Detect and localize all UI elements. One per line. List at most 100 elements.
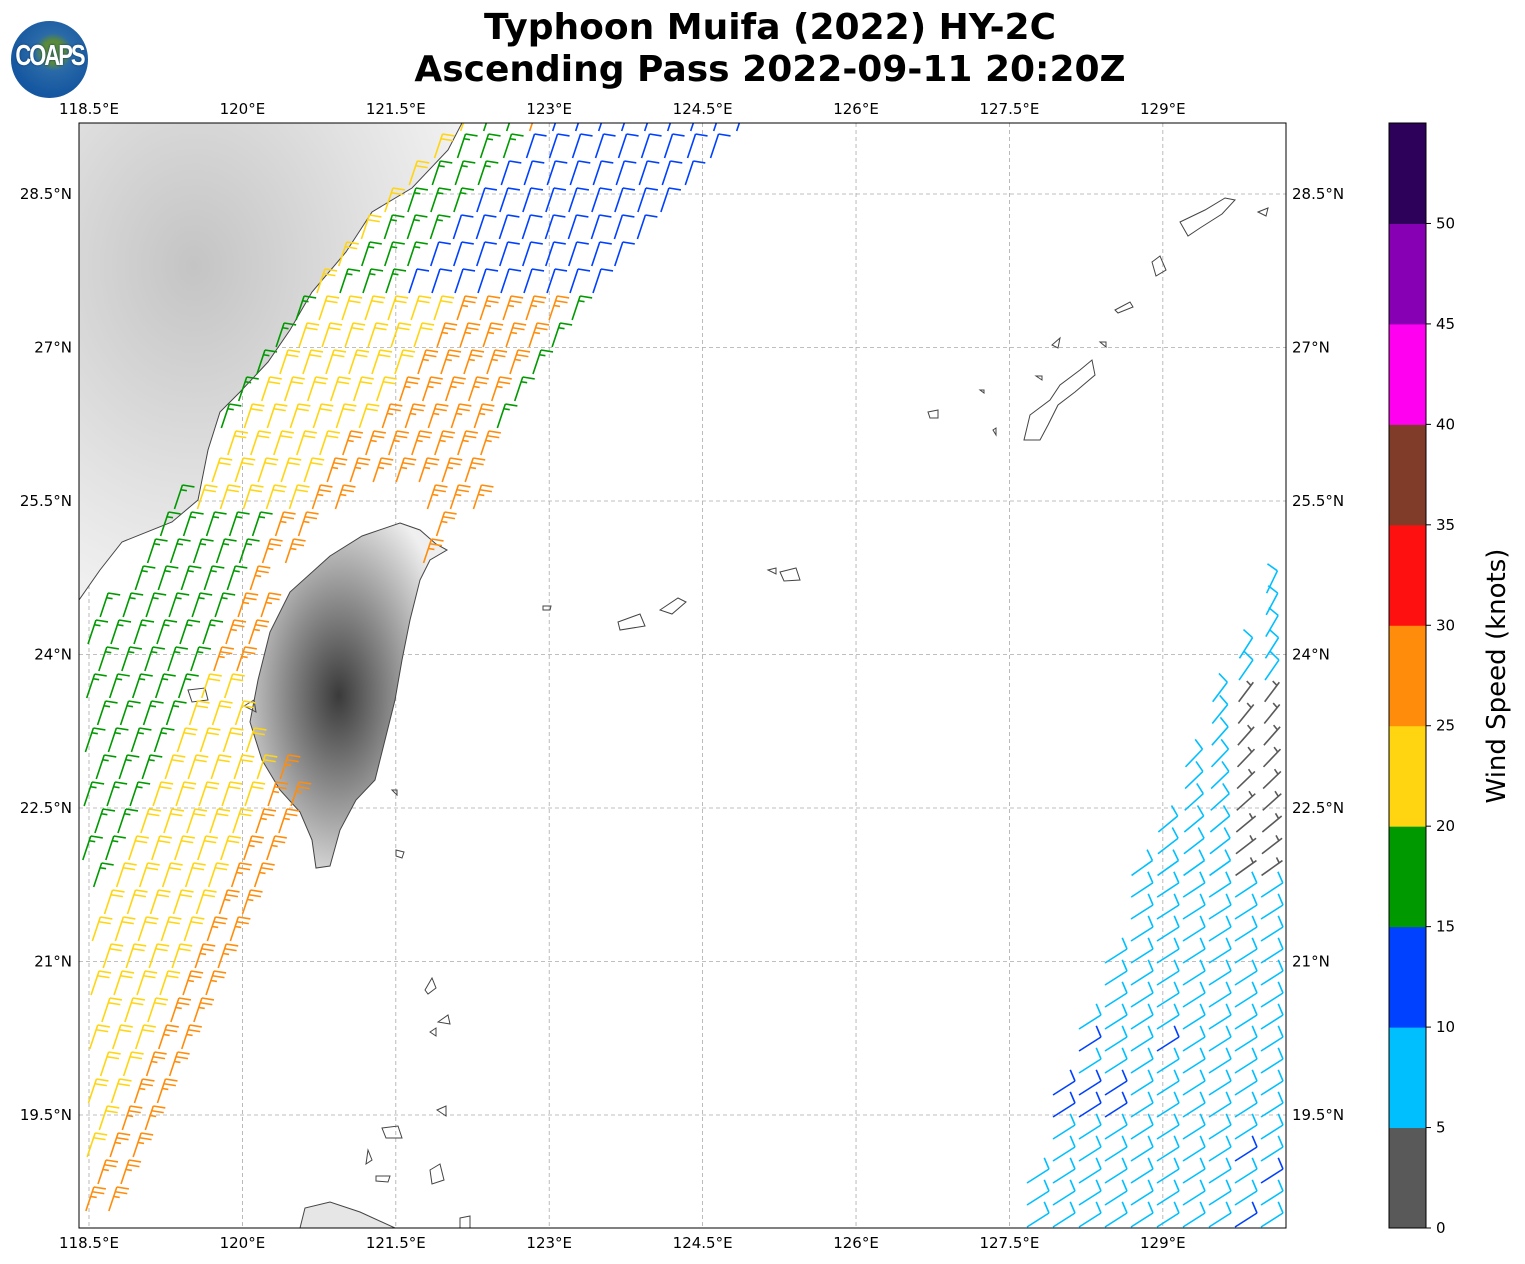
barb-shaft [509,349,519,375]
barb-shaft [1263,726,1281,746]
barb-full [258,430,271,434]
wind-barb [1234,871,1258,898]
barb-half [377,466,385,470]
barb-shaft [1208,1168,1232,1184]
barb-full [128,700,141,704]
barb-shaft [319,430,329,456]
barb-full [402,461,415,466]
barb-shaft [137,916,148,942]
wind-barb [1208,1201,1232,1228]
barb-shaft [218,889,229,915]
barb-full [164,619,178,623]
barb-shaft [130,727,141,753]
wind-barb [426,484,448,510]
barb-shaft [408,268,418,294]
barb-full [106,646,119,650]
barb-full [129,1055,143,1060]
wind-barb [131,673,153,699]
lon-label-top: 126°E [833,100,879,118]
wind-barb [1234,893,1258,920]
barb-half [199,542,207,546]
barb-shaft [712,123,718,132]
barb-full [1173,1179,1180,1192]
wind-barb [84,727,106,753]
wind-barb [1052,1113,1076,1140]
wind-barb [92,862,114,888]
barb-full [1095,1091,1102,1104]
barb-full [95,1132,108,1136]
wind-barb [227,430,248,456]
barb-full [118,619,132,623]
colorbar-bin [1389,1027,1426,1129]
wind-barb [591,187,613,213]
wind-barb [249,565,271,591]
barb-half [416,439,423,443]
barb-full [195,704,209,709]
barb-shaft [590,214,601,240]
wind-barb [686,133,708,159]
barb-full [191,866,205,871]
barb-shaft [450,403,461,429]
wind-barb [1104,1113,1128,1140]
barb-full [1196,782,1204,795]
barb-full [1277,893,1284,906]
barb-full [1147,1003,1154,1016]
wind-barb [218,889,240,915]
barb-full [745,107,757,109]
barb-full [175,646,188,650]
wind-barb [1208,1113,1232,1140]
barb-full [668,187,682,191]
barb-half [496,385,503,389]
barb-shaft [1182,948,1206,964]
barb-full [1173,1025,1180,1038]
wind-barb [1260,915,1284,942]
barb-full [444,511,457,515]
wind-barb [1212,672,1228,703]
barb-shaft [175,781,185,807]
barb-half [510,331,518,335]
barb-shaft [476,241,486,267]
wind-barb [1184,738,1204,768]
barb-half [210,979,218,983]
barb-shaft [1131,859,1153,877]
barb-full [1224,849,1232,861]
barb-shaft [663,133,674,159]
barb-full [1277,1179,1284,1192]
barb-full [718,133,731,137]
barb-half [1273,768,1279,775]
barb-shaft [440,349,450,375]
barb-full [532,299,545,304]
barb-full [221,646,234,650]
barb-half [271,844,278,848]
barb-full [510,295,524,299]
barb-shaft [1234,948,1258,964]
barb-full [187,619,201,623]
barb-shaft [1234,1036,1258,1052]
barb-shaft [709,133,720,159]
barb-full [1171,827,1179,839]
barb-full [212,565,225,569]
barb-shaft [1184,770,1204,790]
wind-barb [141,754,163,780]
barb-full [1251,1069,1258,1082]
wind-barb [1157,849,1180,877]
barb-full [236,920,249,925]
barb-full [1251,1113,1258,1126]
barb-full [392,187,406,191]
wind-barb [1104,1091,1128,1118]
wind-barb [1156,1047,1180,1074]
wind-barb [1208,1179,1232,1206]
barb-full [395,295,409,299]
barb-full [1251,981,1258,994]
barb-full [559,322,573,326]
lat-label-right: 24°N [1292,645,1330,663]
barb-full [163,1082,177,1087]
barb-full [1170,805,1179,817]
barb-shaft [101,997,111,1023]
barb-shaft [298,322,308,348]
barb-shaft [244,781,254,807]
barb-full [191,511,204,515]
barb-full [1225,915,1232,928]
wind-barb [1260,893,1284,920]
barb-shaft [505,123,511,132]
